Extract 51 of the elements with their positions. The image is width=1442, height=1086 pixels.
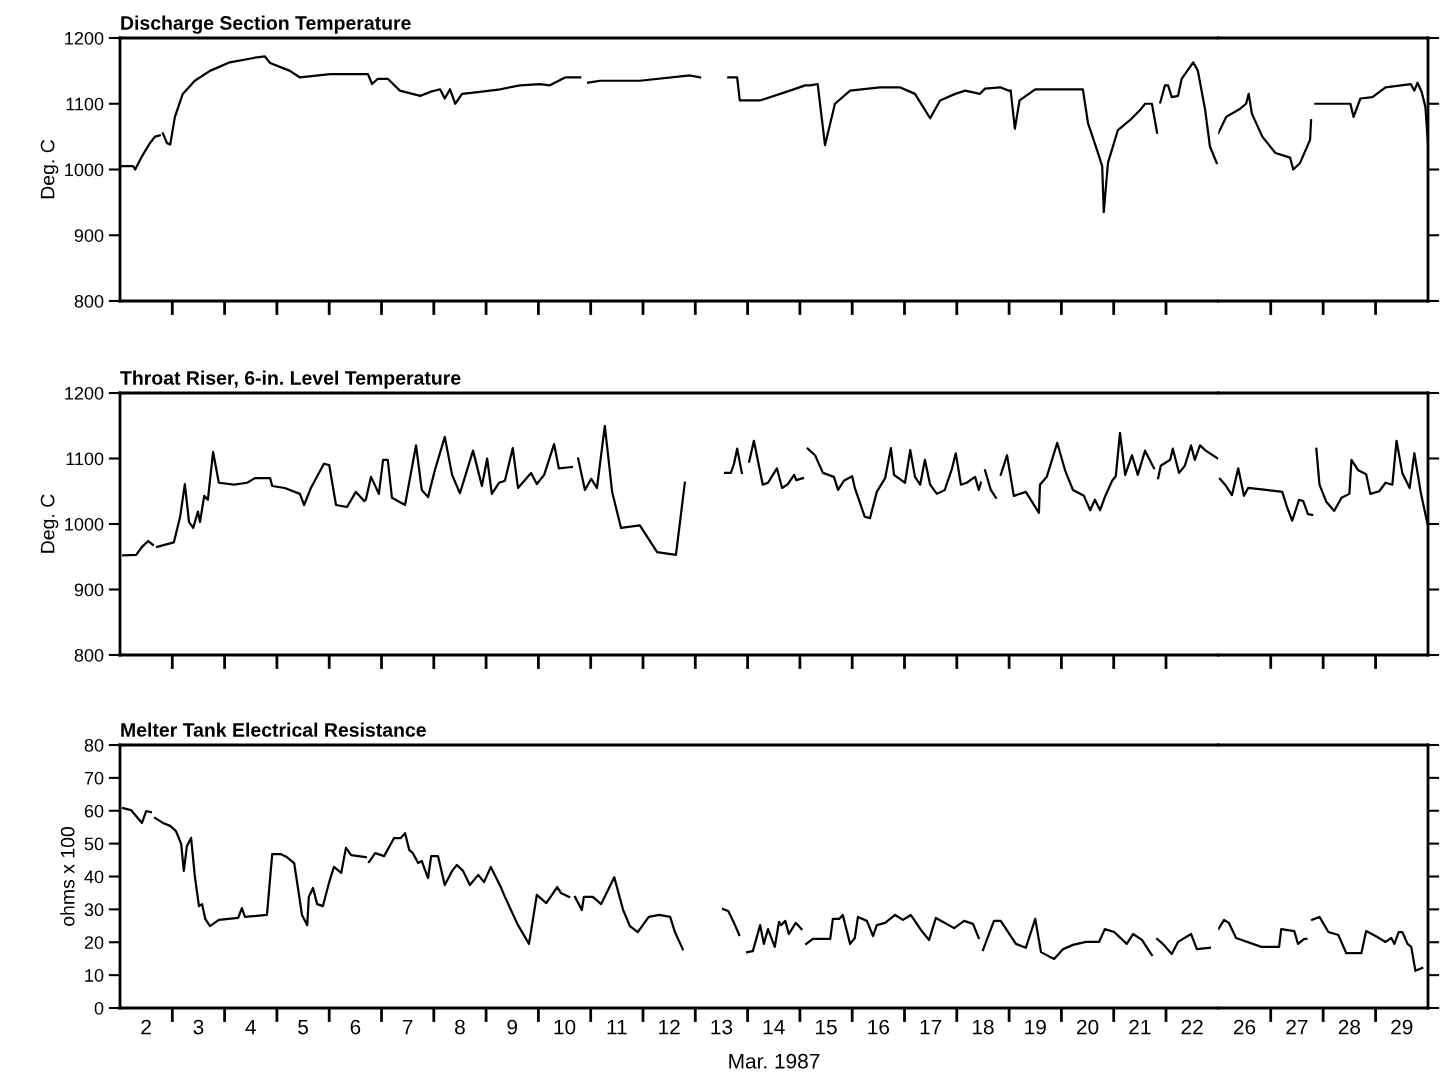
y-tick-label: 30 bbox=[84, 903, 104, 917]
x-tick-label: 27 bbox=[1286, 1019, 1308, 1035]
x-axis-title: Mar. 1987 bbox=[729, 1053, 820, 1069]
x-tick-label: 7 bbox=[402, 1019, 413, 1035]
x-tick-label: 5 bbox=[298, 1019, 308, 1035]
y-tick-label: 1200 bbox=[65, 386, 104, 400]
chart-title: Throat Riser, 6-in. Level Temperature bbox=[120, 370, 461, 389]
y-tick-label: 60 bbox=[84, 804, 104, 818]
y-tick-label: 1100 bbox=[66, 97, 104, 111]
y-axis-title: Deg. C bbox=[40, 139, 59, 199]
x-tick-label: 4 bbox=[245, 1019, 256, 1035]
y-tick-label: 800 bbox=[74, 294, 104, 308]
y-tick-label: 1100 bbox=[66, 452, 104, 466]
x-tick-label: 28 bbox=[1338, 1019, 1361, 1035]
y-tick-label: 80 bbox=[84, 738, 104, 752]
y-tick-label: 50 bbox=[84, 837, 104, 851]
y-tick-label: 70 bbox=[84, 771, 104, 785]
x-tick-label: 22 bbox=[1181, 1019, 1203, 1035]
x-tick-label: 10 bbox=[554, 1019, 576, 1035]
y-tick-label: 10 bbox=[85, 969, 104, 982]
x-tick-label: 14 bbox=[763, 1019, 785, 1035]
x-tick-label: 9 bbox=[507, 1019, 518, 1035]
y-tick-label: 900 bbox=[74, 229, 104, 242]
x-tick-label: 19 bbox=[1025, 1019, 1046, 1035]
chart-title: Discharge Section Temperature bbox=[121, 15, 411, 34]
y-axis-title: ohms x 100 bbox=[60, 827, 75, 926]
x-tick-label: 6 bbox=[350, 1019, 361, 1035]
x-tick-label: 11 bbox=[607, 1019, 627, 1035]
x-tick-label: 13 bbox=[711, 1019, 733, 1035]
y-tick-label: 20 bbox=[84, 936, 104, 949]
y-tick-label: 1000 bbox=[65, 517, 104, 531]
x-tick-label: 21 bbox=[1129, 1019, 1151, 1035]
x-tick-label: 8 bbox=[455, 1019, 465, 1035]
y-tick-label: 1200 bbox=[65, 31, 104, 45]
x-tick-label: 2 bbox=[141, 1019, 151, 1035]
y-tick-label: 0 bbox=[94, 1001, 104, 1015]
x-tick-label: 18 bbox=[972, 1019, 994, 1035]
y-tick-label: 800 bbox=[74, 648, 104, 662]
x-tick-label: 17 bbox=[920, 1019, 942, 1035]
chart-title: Melter Tank Electrical Resistance bbox=[121, 722, 426, 737]
x-tick-label: 16 bbox=[868, 1019, 890, 1035]
y-axis-title: Deg. C bbox=[40, 494, 59, 553]
y-tick-label: 40 bbox=[84, 870, 104, 884]
x-tick-label: 3 bbox=[193, 1019, 204, 1035]
y-tick-label: 900 bbox=[74, 583, 104, 597]
x-tick-label: 12 bbox=[659, 1019, 680, 1035]
x-tick-label: 29 bbox=[1391, 1019, 1413, 1035]
x-tick-label: 26 bbox=[1233, 1019, 1256, 1035]
y-tick-label: 1000 bbox=[65, 163, 104, 177]
x-tick-label: 20 bbox=[1077, 1019, 1099, 1035]
x-tick-label: 15 bbox=[816, 1019, 837, 1035]
